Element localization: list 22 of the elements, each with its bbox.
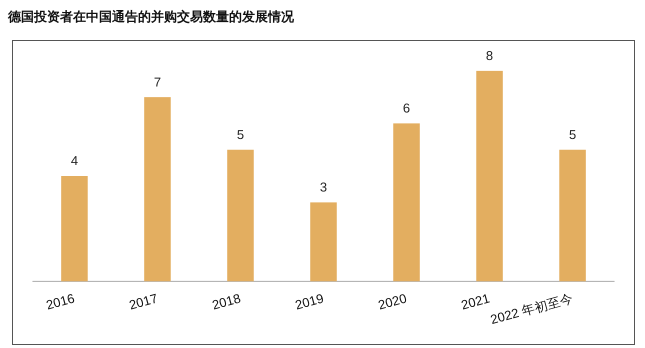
data-label: 7 (154, 74, 162, 90)
chart-title: 德国投资者在中国通告的并购交易数量的发展情况 (8, 8, 295, 26)
bar (310, 202, 337, 282)
x-tick-label: 2019 (293, 290, 326, 313)
data-label: 5 (236, 126, 244, 142)
bar (227, 150, 254, 282)
x-tick-label: 2018 (210, 290, 242, 313)
x-tick-label: 2016 (44, 290, 76, 313)
data-label: 3 (320, 180, 328, 195)
bar (393, 123, 420, 282)
x-tick-label: 2022 年初至今 (488, 290, 574, 328)
x-tick-label: 2021 (460, 290, 492, 313)
bar (61, 176, 88, 282)
bar (559, 150, 586, 282)
bar (476, 70, 503, 282)
bar (144, 97, 171, 282)
data-label: 8 (486, 48, 494, 63)
data-label: 6 (402, 100, 410, 116)
data-label: 5 (568, 126, 576, 142)
x-tick-label: 2017 (127, 290, 160, 313)
x-tick-label: 2020 (376, 290, 408, 313)
data-label: 4 (70, 153, 78, 168)
